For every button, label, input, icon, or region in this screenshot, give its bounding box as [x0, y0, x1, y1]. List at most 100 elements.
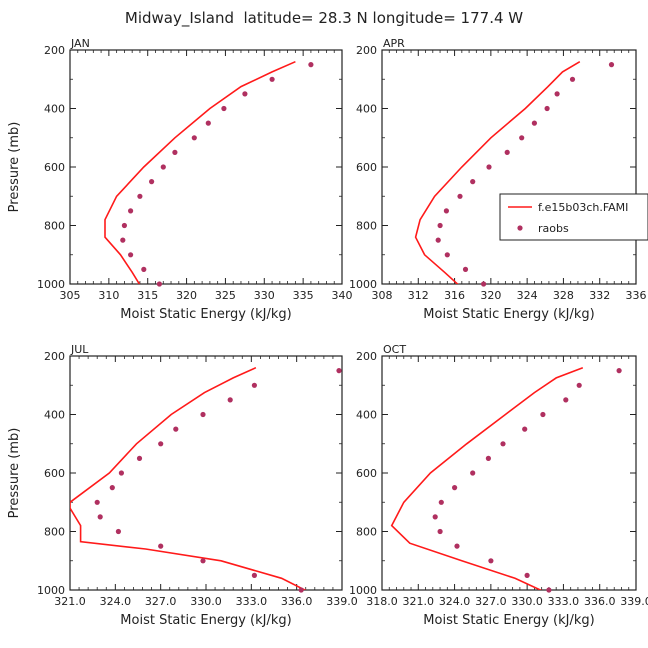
raob-point: [522, 426, 528, 432]
raob-point: [470, 470, 476, 476]
raob-point: [454, 543, 460, 549]
y-tick-label: 800: [356, 526, 377, 539]
raob-point: [172, 149, 178, 155]
x-tick-label: 336.0: [281, 595, 313, 608]
raob-point: [205, 120, 211, 126]
x-tick-label: 332: [589, 289, 610, 302]
raob-point: [437, 222, 443, 229]
panel-jan: JAN 305 310 315 320 325 330 335 340 200 400 600 800 1…: [7, 37, 353, 322]
raob-point: [115, 528, 121, 535]
raob-point: [149, 179, 155, 185]
y-tick-label: 200: [44, 44, 65, 57]
raob-point: [437, 528, 443, 535]
raob-point: [109, 485, 115, 491]
raob-point: [616, 368, 622, 374]
x-axis-label: Moist Static Energy (kJ/kg): [423, 613, 594, 628]
panel-label: JAN: [70, 37, 90, 50]
raob-point: [120, 237, 126, 243]
x-axis-label: Moist Static Energy (kJ/kg): [120, 613, 291, 628]
raob-point: [298, 587, 304, 593]
y-tick-label: 1000: [37, 278, 65, 291]
y-tick-label: 400: [356, 409, 377, 422]
legend-dot-swatch: [517, 225, 523, 231]
raob-point: [137, 193, 143, 199]
raob-point: [546, 587, 552, 593]
raob-point: [462, 266, 469, 272]
plot-area: [414, 61, 581, 284]
raob-point: [128, 252, 134, 258]
x-tick-label: 320: [176, 289, 197, 302]
raob-point: [554, 91, 560, 97]
raob-point: [500, 441, 506, 447]
legend-line-label: f.e15b03ch.FAMI: [538, 201, 628, 214]
y-tick-label: 1000: [349, 278, 377, 291]
raob-point: [221, 105, 227, 112]
x-tick-label: 318.0: [366, 595, 398, 608]
x-tick-label: 330.0: [190, 595, 222, 608]
y-tick-label: 400: [356, 103, 377, 116]
y-tick-label: 600: [44, 467, 65, 480]
y-tick-label: 800: [44, 526, 65, 539]
panel-label: JUL: [70, 343, 89, 356]
x-tick-label: 333.0: [236, 595, 268, 608]
x-tick-label: 340: [332, 289, 353, 302]
raob-point: [544, 105, 550, 112]
y-tick-label: 600: [44, 161, 65, 174]
y-axis-label: Pressure (mb): [7, 428, 22, 519]
y-tick-label: 1000: [349, 584, 377, 597]
raob-point: [251, 382, 257, 388]
raob-point: [563, 397, 569, 403]
raob-point: [576, 382, 582, 388]
y-tick-label: 600: [356, 467, 377, 480]
raob-point: [128, 208, 134, 214]
raob-point: [443, 208, 449, 214]
raob-point: [242, 91, 248, 97]
x-tick-label: 335: [293, 289, 314, 302]
raob-point: [435, 237, 441, 243]
panel-oct: OCT 318.0 321.0 324.0 327.0 330.0 333.0 336.0 33…: [349, 343, 648, 628]
raob-point: [470, 179, 476, 185]
y-tick-label: 800: [44, 220, 65, 233]
raob-point: [200, 411, 206, 418]
raob-point: [457, 193, 463, 199]
plot-area: [70, 366, 307, 590]
raob-point: [504, 149, 510, 155]
y-axis-label: Pressure (mb): [7, 122, 22, 213]
raob-point: [173, 426, 179, 432]
x-tick-label: 333.0: [548, 595, 580, 608]
raob-point: [486, 164, 492, 170]
x-tick-label: 315: [137, 289, 158, 302]
raob-point: [158, 441, 164, 447]
panel-label: APR: [383, 37, 405, 50]
x-tick-label: 316: [444, 289, 465, 302]
raob-point: [531, 120, 538, 126]
x-tick-label: 336.0: [584, 595, 616, 608]
x-tick-label: 321.0: [403, 595, 435, 608]
y-tick-label: 600: [356, 161, 377, 174]
panel-label: OCT: [383, 343, 406, 356]
panel-jul: JUL 321.0 324.0 327.0 330.0 333.0 336.0 339.0 20…: [7, 343, 358, 628]
raob-point: [444, 252, 450, 258]
y-tick-label: 200: [356, 350, 377, 363]
model-line: [390, 366, 584, 590]
y-tick-label: 400: [44, 409, 65, 422]
x-tick-label: 330: [254, 289, 275, 302]
raob-point: [438, 499, 444, 505]
raob-point: [156, 281, 162, 287]
raob-point: [158, 543, 164, 549]
raob-point: [481, 281, 487, 287]
raob-point: [485, 455, 491, 461]
raob-point: [136, 455, 143, 461]
x-tick-label: 327.0: [475, 595, 507, 608]
panel-apr: APR 308 312 316 320 324 328 332 336 200 400 600 800 1…: [349, 37, 648, 322]
raob-point: [118, 470, 124, 476]
plot-area: [104, 60, 296, 284]
x-tick-label: 328: [553, 289, 574, 302]
raob-point: [608, 62, 615, 68]
x-tick-label: 308: [372, 289, 393, 302]
x-axis-label: Moist Static Energy (kJ/kg): [120, 307, 291, 322]
raob-point: [488, 558, 494, 564]
